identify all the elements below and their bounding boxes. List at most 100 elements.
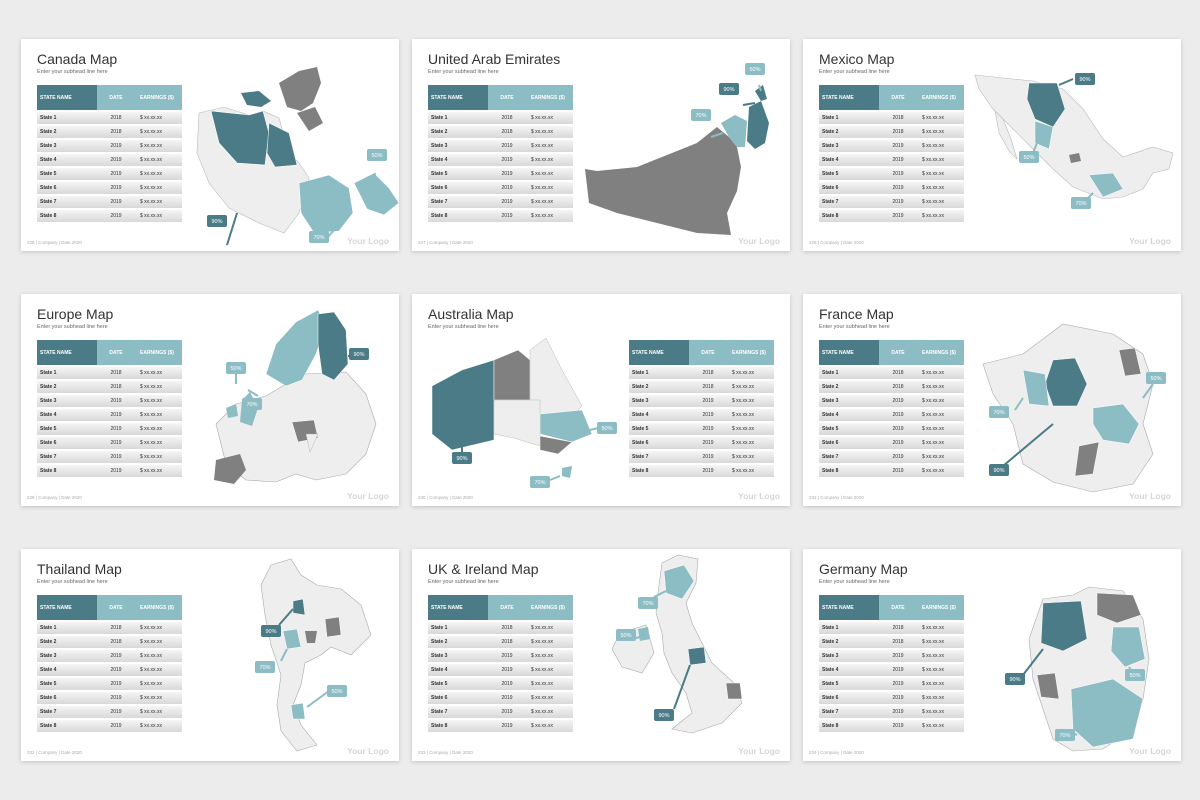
slide-mexico[interactable]: Mexico Map Enter your subhead line here … (803, 39, 1181, 251)
callout-50: 50% (226, 362, 246, 374)
logo-placeholder: Your Logo (738, 236, 780, 246)
earnings-cell: $ xx.xx.xx (526, 704, 573, 719)
state-name-cell: State 3 (37, 393, 97, 408)
state-name-cell: State 7 (819, 704, 879, 719)
table-row: State 8 2019 $ xx.xx.xx (428, 718, 573, 732)
date-cell: 2019 (488, 138, 526, 153)
earnings-cell: $ xx.xx.xx (727, 463, 774, 477)
date-cell: 2018 (97, 110, 135, 125)
state-name-cell: State 5 (37, 421, 97, 436)
earnings-cell: $ xx.xx.xx (526, 138, 573, 153)
map-thailand: 90% 50% 70% (255, 558, 372, 752)
callout-70: 70% (1071, 197, 1091, 209)
table-row: State 8 2019 $ xx.xx.xx (428, 208, 573, 222)
callout-50: 50% (745, 63, 765, 75)
callout-50: 50% (597, 422, 617, 434)
earnings-cell: $ xx.xx.xx (917, 407, 964, 422)
earnings-cell: $ xx.xx.xx (135, 208, 182, 222)
slide-uk-ireland[interactable]: UK & Ireland Map Enter your subhead line… (412, 549, 790, 761)
date-cell: 2019 (689, 449, 727, 464)
data-table: STATE NAME DATE EARNINGS ($) State 1 2018 $ x… (428, 595, 573, 732)
state-name-cell: State 8 (37, 718, 97, 732)
table-row: State 8 2019 $ xx.xx.xx (819, 463, 964, 477)
state-name-cell: State 4 (37, 152, 97, 167)
slide-title: Europe Map (37, 306, 114, 322)
date-cell: 2018 (879, 124, 917, 139)
state-name-cell: State 5 (428, 676, 488, 691)
table-row: State 1 2018 $ xx.xx.xx (37, 365, 182, 380)
table-header-state-name: STATE NAME (819, 595, 879, 621)
callout-70: 70% (989, 406, 1009, 418)
slide-title: United Arab Emirates (428, 51, 561, 67)
state-name-cell: State 4 (629, 407, 689, 422)
table-header-state-name: STATE NAME (37, 595, 97, 621)
date-cell: 2019 (488, 648, 526, 663)
slide-europe[interactable]: Europe Map Enter your subhead line here … (21, 294, 399, 506)
earnings-cell: $ xx.xx.xx (135, 676, 182, 691)
state-name-cell: State 2 (37, 124, 97, 139)
date-cell: 2019 (689, 393, 727, 408)
earnings-cell: $ xx.xx.xx (526, 152, 573, 167)
data-table: STATE NAME DATE EARNINGS ($) State 1 2018 $ x… (37, 595, 182, 732)
date-cell: 2019 (488, 662, 526, 677)
state-name-cell: State 5 (819, 676, 879, 691)
slide-france[interactable]: France Map Enter your subhead line here … (803, 294, 1181, 506)
date-cell: 2019 (97, 449, 135, 464)
date-cell: 2018 (488, 124, 526, 139)
state-name-cell: State 6 (37, 435, 97, 450)
table-row: State 7 2019 $ xx.xx.xx (819, 449, 964, 464)
table-row: State 5 2019 $ xx.xx.xx (37, 421, 182, 436)
date-cell: 2019 (879, 180, 917, 195)
callout-90: 90% (207, 215, 227, 227)
slide-uae[interactable]: United Arab Emirates Enter your subhead … (412, 39, 790, 251)
earnings-cell: $ xx.xx.xx (526, 676, 573, 691)
earnings-cell: $ xx.xx.xx (727, 435, 774, 450)
state-name-cell: State 7 (428, 194, 488, 209)
slide-subtitle: Enter your subhead line here (819, 69, 890, 75)
state-name-cell: State 6 (428, 180, 488, 195)
earnings-cell: $ xx.xx.xx (917, 463, 964, 477)
state-name-cell: State 3 (819, 648, 879, 663)
earnings-cell: $ xx.xx.xx (917, 449, 964, 464)
earnings-cell: $ xx.xx.xx (135, 620, 182, 635)
state-name-cell: State 2 (819, 634, 879, 649)
map-australia: 90% 50% 70% (431, 337, 617, 488)
earnings-cell: $ xx.xx.xx (135, 690, 182, 705)
date-cell: 2018 (97, 124, 135, 139)
slide-australia[interactable]: Australia Map Enter your subhead line he… (412, 294, 790, 506)
state-name-cell: State 1 (629, 365, 689, 380)
state-name-cell: State 4 (819, 662, 879, 677)
table-row: State 6 2019 $ xx.xx.xx (428, 180, 573, 195)
earnings-cell: $ xx.xx.xx (917, 648, 964, 663)
table-row: State 3 2019 $ xx.xx.xx (37, 648, 182, 663)
table-row: State 7 2019 $ xx.xx.xx (428, 704, 573, 719)
slide-canada[interactable]: Canada Map Enter your subhead line here … (21, 39, 399, 251)
table-row: State 1 2018 $ xx.xx.xx (37, 110, 182, 125)
callout-90: 90% (719, 83, 739, 95)
state-name-cell: State 8 (37, 463, 97, 477)
table-row: State 1 2018 $ xx.xx.xx (819, 365, 964, 380)
callout-90: 90% (349, 348, 369, 360)
table-row: State 6 2019 $ xx.xx.xx (819, 180, 964, 195)
date-cell: 2019 (97, 166, 135, 181)
earnings-cell: $ xx.xx.xx (526, 620, 573, 635)
date-cell: 2019 (879, 393, 917, 408)
date-cell: 2019 (879, 138, 917, 153)
table-row: State 3 2019 $ xx.xx.xx (819, 393, 964, 408)
state-name-cell: State 3 (629, 393, 689, 408)
slide-germany[interactable]: Germany Map Enter your subhead line here… (803, 549, 1181, 761)
earnings-cell: $ xx.xx.xx (917, 421, 964, 436)
table-row: State 3 2019 $ xx.xx.xx (819, 648, 964, 663)
earnings-cell: $ xx.xx.xx (135, 704, 182, 719)
map-uk-ireland: 90% 50% 70% (611, 554, 743, 734)
date-cell: 2018 (97, 634, 135, 649)
slide-thailand[interactable]: Thailand Map Enter your subhead line her… (21, 549, 399, 761)
earnings-cell: $ xx.xx.xx (135, 648, 182, 663)
date-cell: 2018 (488, 110, 526, 125)
slide-subtitle: Enter your subhead line here (819, 324, 890, 330)
earnings-cell: $ xx.xx.xx (135, 634, 182, 649)
earnings-cell: $ xx.xx.xx (917, 662, 964, 677)
state-name-cell: State 6 (428, 690, 488, 705)
table-row: State 4 2019 $ xx.xx.xx (819, 152, 964, 167)
state-name-cell: State 8 (819, 208, 879, 222)
